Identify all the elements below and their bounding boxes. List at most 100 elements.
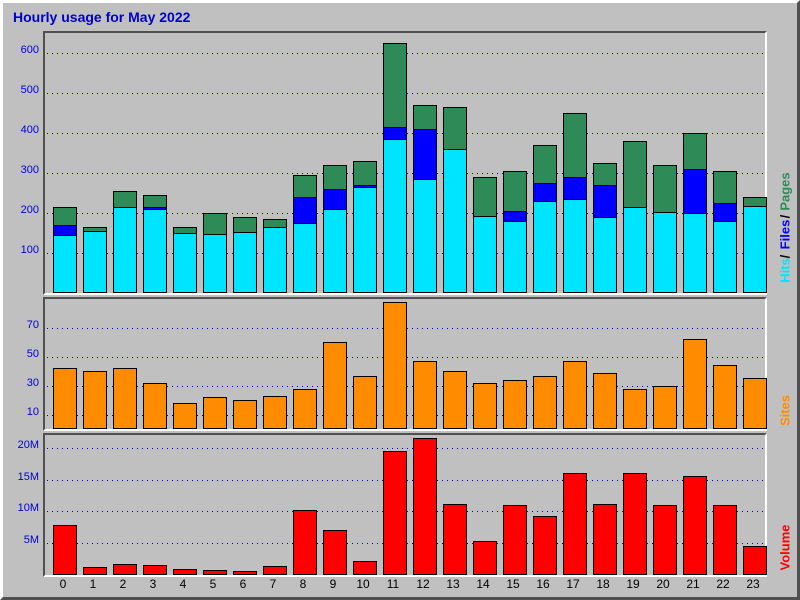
xtick-label: 18 — [589, 577, 617, 591]
sites-bar — [203, 397, 227, 429]
ytick-label: 500 — [13, 84, 39, 96]
xtick-label: 0 — [49, 577, 77, 591]
sites-bar — [263, 396, 287, 429]
legend-volume: Volume — [778, 531, 793, 571]
volume-bar — [713, 505, 737, 575]
legend-sites: Sites — [778, 391, 793, 431]
sites-bar — [743, 378, 767, 429]
ytick-label: 600 — [13, 44, 39, 56]
hits-bar — [173, 233, 197, 293]
ytick-label: 15M — [13, 471, 39, 483]
xtick-label: 1 — [79, 577, 107, 591]
xtick-label: 7 — [259, 577, 287, 591]
sites-bar — [443, 371, 467, 429]
sites-bar — [503, 380, 527, 429]
chart-frame: Hourly usage for May 2022 10020030040050… — [0, 0, 800, 600]
ytick-label: 5M — [13, 534, 39, 546]
xtick-label: 5 — [199, 577, 227, 591]
volume-bar — [653, 505, 677, 575]
volume-bar — [473, 541, 497, 575]
sites-bar — [293, 389, 317, 429]
hits-bar — [563, 199, 587, 293]
sites-bar — [323, 342, 347, 429]
ytick-label: 10 — [13, 406, 39, 418]
hits-bar — [383, 139, 407, 293]
volume-bar — [533, 516, 557, 575]
ytick-label: 20M — [13, 439, 39, 451]
volume-bar — [443, 504, 467, 575]
hits-bar — [113, 207, 137, 293]
hits-bar — [653, 212, 677, 293]
sites-bar — [473, 383, 497, 429]
volume-bar — [173, 569, 197, 575]
xtick-label: 22 — [709, 577, 737, 591]
middle-panel — [43, 297, 767, 431]
hits-bar — [593, 217, 617, 293]
xtick-label: 9 — [319, 577, 347, 591]
ytick-label: 30 — [13, 377, 39, 389]
sites-bar — [353, 376, 377, 429]
xtick-label: 21 — [679, 577, 707, 591]
hits-bar — [353, 187, 377, 293]
hits-bar — [503, 221, 527, 293]
hits-bar — [83, 231, 107, 293]
hits-bar — [713, 221, 737, 293]
ytick-label: 300 — [13, 164, 39, 176]
hits-bar — [743, 206, 767, 293]
sites-bar — [83, 371, 107, 429]
ytick-label: 200 — [13, 204, 39, 216]
volume-bar — [593, 504, 617, 575]
sites-bar — [383, 302, 407, 429]
hits-bar — [53, 235, 77, 293]
chart-title: Hourly usage for May 2022 — [13, 9, 190, 25]
volume-bar — [683, 476, 707, 575]
volume-bar — [203, 570, 227, 575]
hits-bar — [413, 179, 437, 293]
sites-bar — [113, 368, 137, 429]
volume-bar — [383, 451, 407, 575]
xtick-label: 23 — [739, 577, 767, 591]
xtick-label: 17 — [559, 577, 587, 591]
volume-bar — [413, 438, 437, 575]
volume-bar — [233, 571, 257, 575]
volume-bar — [113, 564, 137, 575]
volume-bar — [743, 546, 767, 575]
sites-bar — [593, 373, 617, 429]
xtick-label: 6 — [229, 577, 257, 591]
xtick-label: 13 — [439, 577, 467, 591]
sites-bar — [173, 403, 197, 429]
hits-bar — [203, 234, 227, 293]
xtick-label: 20 — [649, 577, 677, 591]
hits-bar — [143, 209, 167, 293]
hits-bar — [443, 149, 467, 293]
sites-bar — [653, 386, 677, 429]
volume-bar — [503, 505, 527, 575]
hits-bar — [323, 209, 347, 293]
xtick-label: 19 — [619, 577, 647, 591]
sites-bar — [233, 400, 257, 429]
hits-bar — [683, 213, 707, 293]
ytick-label: 100 — [13, 244, 39, 256]
bottom-panel — [43, 433, 767, 577]
sites-bar — [143, 383, 167, 429]
xtick-label: 14 — [469, 577, 497, 591]
sites-bar — [683, 339, 707, 429]
xtick-label: 12 — [409, 577, 437, 591]
sites-bar — [623, 389, 647, 429]
sites-bar — [413, 361, 437, 429]
volume-bar — [623, 473, 647, 575]
xtick-label: 4 — [169, 577, 197, 591]
volume-bar — [293, 510, 317, 575]
volume-bar — [143, 565, 167, 575]
hits-bar — [533, 201, 557, 293]
hits-bar — [233, 232, 257, 293]
volume-bar — [263, 566, 287, 575]
volume-bar — [53, 525, 77, 575]
ytick-label: 70 — [13, 319, 39, 331]
volume-bar — [563, 473, 587, 575]
volume-bar — [323, 530, 347, 575]
xtick-label: 11 — [379, 577, 407, 591]
volume-bar — [83, 567, 107, 575]
ytick-label: 400 — [13, 124, 39, 136]
top-panel — [43, 31, 767, 295]
